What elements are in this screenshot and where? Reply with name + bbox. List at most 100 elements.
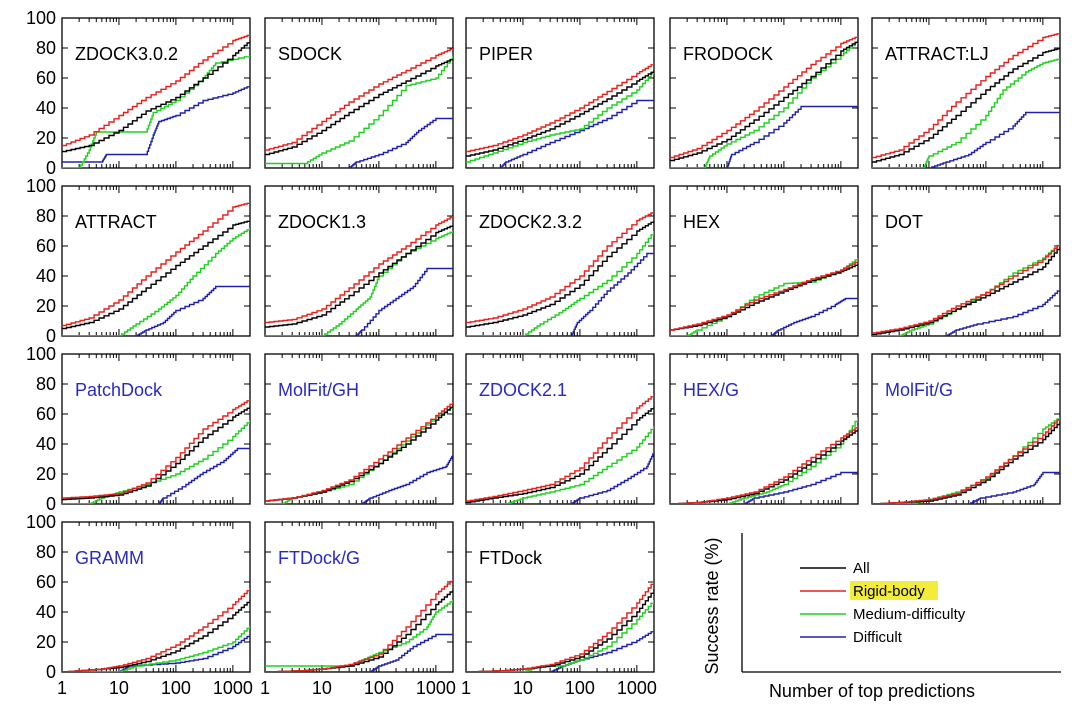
series-line-difficult [670, 105, 858, 168]
legend-highlight [850, 581, 938, 600]
series-line-all [670, 40, 858, 162]
panel-frame [465, 521, 655, 673]
chart-panel: MolFit/G [871, 353, 1061, 505]
series-line-rigid [62, 34, 250, 147]
legend-entry-difficult: Difficult [800, 629, 903, 646]
x-tick-label: 1000 [416, 678, 456, 698]
series-line-medium [466, 231, 654, 336]
y-tick-label: 20 [36, 296, 56, 316]
series-line-difficult [670, 471, 858, 504]
series-line-difficult [872, 290, 1060, 336]
panel-frame [871, 185, 1061, 337]
panel-title: ZDOCK3.0.2 [75, 44, 178, 64]
y-tick-label: 80 [36, 374, 56, 394]
panel-title: DOT [885, 212, 923, 232]
chart-panel: DOT [871, 185, 1061, 337]
x-axis-title: Number of top predictions [769, 681, 975, 701]
series-line-medium [670, 417, 858, 504]
panel-title: FRODOCK [683, 44, 773, 64]
legend-entry-all: All [800, 560, 870, 577]
series-line-rigid [265, 579, 453, 672]
series-line-difficult [62, 85, 250, 163]
chart-panel: 0 20 40 60 80 100 1 10 100 1000 GRAMM [26, 512, 253, 698]
chart-panel: ZDOCK2.1 [465, 353, 655, 505]
y-tick-label: 80 [36, 542, 56, 562]
x-tick-label: 100 [161, 678, 191, 698]
series-line-medium [872, 58, 1060, 168]
panel-title: MolFit/GH [278, 380, 359, 400]
chart-panel: 0 20 40 60 80 100 ATTRACT [26, 176, 251, 346]
legend-panel: Success rate (%) Number of top predictio… [702, 533, 1061, 701]
x-tick-label: 1 [461, 678, 471, 698]
legend-entry-medium: Medium-difficulty [800, 606, 966, 623]
series-line-rigid [872, 243, 1060, 334]
y-tick-label: 80 [36, 206, 56, 226]
series-line-rigid [670, 36, 858, 159]
panel-frame [465, 17, 655, 169]
series-line-difficult [62, 285, 250, 336]
series-line-rigid [466, 580, 654, 672]
y-tick-label: 60 [36, 404, 56, 424]
chart-panel: PIPER [465, 17, 655, 169]
panel-title: ZDOCK1.3 [278, 212, 366, 232]
series-line-difficult [872, 111, 1060, 168]
panel-frame [669, 17, 859, 169]
y-tick-label: 60 [36, 236, 56, 256]
series-line-rigid [466, 63, 654, 153]
panel-title: HEX [683, 212, 720, 232]
legend-label-medium: Medium-difficulty [853, 606, 966, 623]
chart-panel: 0 20 40 60 80 100 PatchDock [26, 344, 251, 514]
panel-title: FTDock [479, 548, 543, 568]
panel-title: ZDOCK2.3.2 [479, 212, 582, 232]
series-line-rigid [265, 48, 453, 151]
series-line-difficult [466, 451, 654, 504]
series-line-all [62, 220, 250, 330]
chart-panel: 0 20 40 60 80 100 ZDOCK3.0.2 [26, 8, 251, 178]
series-line-difficult [62, 447, 250, 504]
chart-panel: ATTRACT:LJ [871, 17, 1061, 169]
series-line-rigid [466, 211, 654, 324]
panel-title: PatchDock [75, 380, 163, 400]
series-line-medium [62, 625, 250, 672]
series-line-rigid [62, 202, 250, 327]
series-line-difficult [466, 252, 654, 336]
series-line-medium [62, 228, 250, 336]
y-tick-label: 20 [36, 128, 56, 148]
chart-panel: SDOCK [264, 17, 454, 169]
x-tick-label: 100 [364, 678, 394, 698]
series-line-rigid [872, 33, 1060, 159]
panel-frame [61, 521, 251, 673]
series-line-medium [265, 231, 453, 336]
legend-entry-rigid: Rigid-body [800, 581, 938, 600]
panel-frame [264, 185, 454, 337]
series-line-medium [265, 55, 453, 165]
y-tick-label: 80 [36, 38, 56, 58]
y-tick-label: 40 [36, 98, 56, 118]
y-tick-label: 40 [36, 266, 56, 286]
series-line-all [265, 225, 453, 328]
series-line-all [466, 406, 654, 504]
x-tick-label: 1 [260, 678, 270, 698]
panel-title: GRAMM [75, 548, 144, 568]
panel-title: FTDock/G [278, 548, 360, 568]
legend: All Rigid-body Medium-difficulty Difficult [800, 560, 966, 646]
panel-frame [264, 17, 454, 169]
x-tick-label: 10 [312, 678, 332, 698]
y-tick-label: 0 [46, 158, 56, 178]
series-line-rigid [62, 399, 250, 499]
series-line-rigid [872, 417, 1060, 504]
panel-title: ATTRACT:LJ [885, 44, 989, 64]
series-line-all [872, 48, 1060, 163]
y-tick-label: 0 [46, 662, 56, 682]
y-tick-label: 60 [36, 572, 56, 592]
y-tick-label: 100 [26, 344, 56, 364]
x-tick-label: 1000 [213, 678, 253, 698]
panel-title: ZDOCK2.1 [479, 380, 567, 400]
legend-label-rigid: Rigid-body [853, 583, 925, 600]
chart-panel: HEX [669, 185, 859, 337]
y-tick-label: 100 [26, 176, 56, 196]
series-line-medium [466, 70, 654, 163]
panel-frame [61, 17, 251, 169]
x-tick-label: 1000 [617, 678, 657, 698]
